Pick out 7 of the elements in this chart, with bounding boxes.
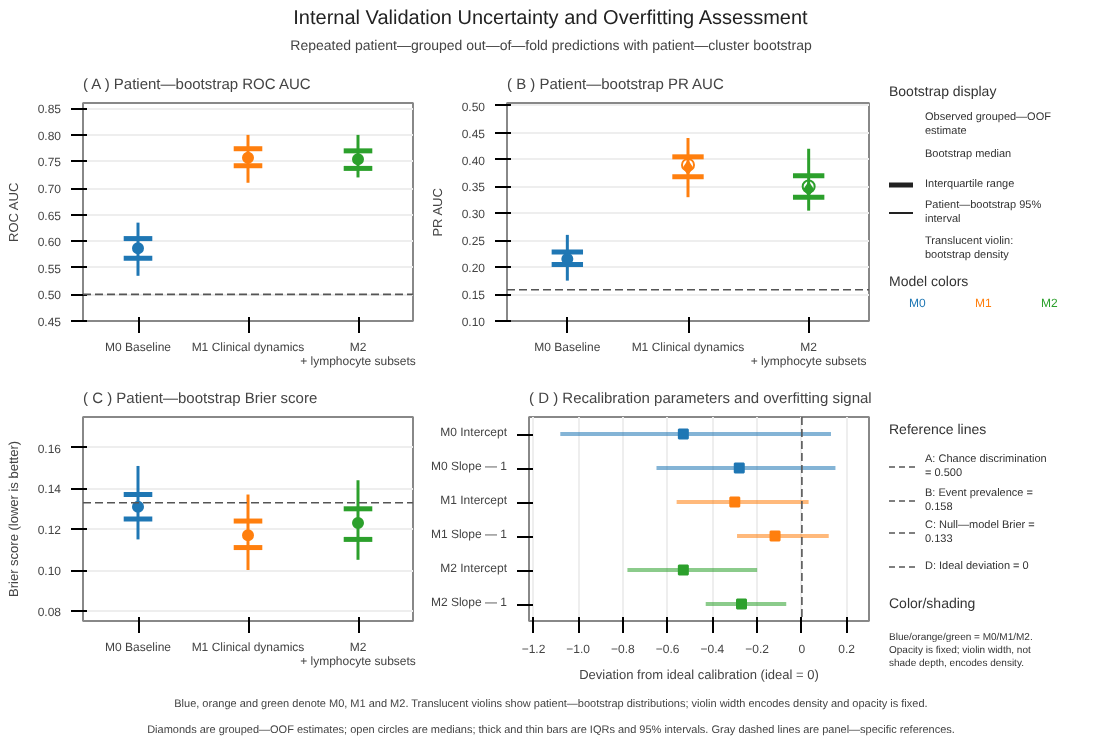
point [733,462,745,474]
point [677,428,689,440]
point [736,598,747,610]
text: Internal Validation Uncertainty and Overfitting Assessment [293,8,809,30]
point [729,496,741,508]
point [677,564,689,576]
point [769,530,781,542]
